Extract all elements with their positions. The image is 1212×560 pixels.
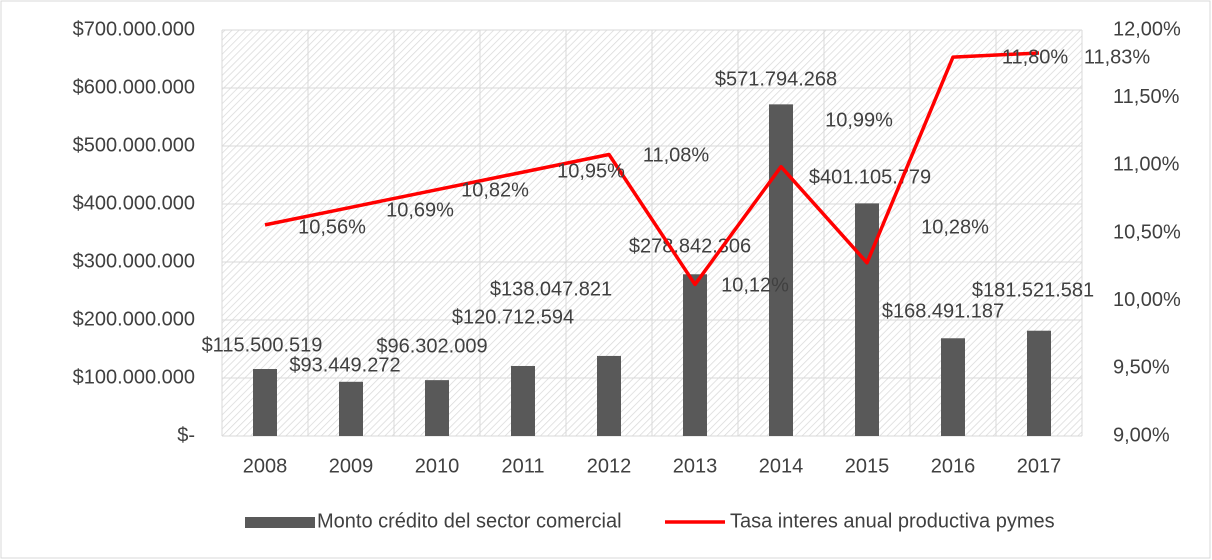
line-value-label: 10,82% [461, 179, 529, 201]
x-tick-label: 2011 [501, 455, 544, 477]
bar [425, 380, 449, 436]
y-tick-label: $100.000.000 [73, 366, 195, 388]
legend-swatch [245, 517, 315, 528]
bar [683, 274, 707, 436]
x-tick-label: 2009 [329, 455, 374, 477]
bar [511, 365, 535, 436]
y-tick-label: $700.000.000 [73, 18, 195, 40]
x-tick-label: 2017 [1017, 455, 1062, 477]
legend-label: Monto crédito del sector comercial [317, 510, 622, 532]
y2-tick-label: 11,50% [1113, 86, 1180, 108]
bar [941, 338, 965, 436]
bar-value-label: $278.842.306 [629, 235, 751, 257]
y-tick-label: $400.000.000 [73, 192, 195, 214]
line-value-label: 11,80% [1002, 46, 1069, 68]
y-tick-label: $500.000.000 [73, 134, 195, 156]
bar-value-label: $401.105.779 [809, 166, 931, 188]
y2-tick-label: 12,00% [1113, 18, 1181, 40]
line [264, 51, 1040, 287]
line-value-label: 11,83% [1084, 46, 1151, 68]
bar-value-label: $93.449.272 [289, 354, 400, 376]
x-tick-label: 2008 [243, 455, 288, 477]
y-tick-label: $200.000.000 [73, 308, 195, 330]
bar [1027, 330, 1051, 436]
legend-label: Tasa interes anual productiva pymes [730, 510, 1055, 532]
bar [339, 381, 363, 436]
x-tick-label: 2016 [931, 455, 976, 477]
x-tick-label: 2015 [845, 455, 890, 477]
bar-value-label: $138.047.821 [490, 278, 612, 300]
bar [253, 369, 277, 436]
x-tick-label: 2014 [759, 455, 804, 477]
x-tick-label: 2012 [587, 455, 632, 477]
bar-value-label: $168.491.187 [882, 300, 1004, 322]
bar-value-label: $120.712.594 [452, 306, 574, 328]
line-value-label: 11,08% [643, 144, 710, 166]
y-tick-label: $- [177, 424, 195, 446]
y2-tick-label: 9,50% [1113, 357, 1170, 379]
bar-value-label: $181.521.581 [972, 279, 1094, 301]
x-tick-label: 2010 [415, 455, 460, 477]
line-value-label: 10,56% [298, 216, 366, 238]
y2-tick-label: 10,50% [1113, 221, 1181, 243]
line-value-label: 10,95% [557, 160, 625, 182]
y2-tick-label: 11,00% [1113, 154, 1180, 176]
y2-tick-label: 9,00% [1113, 424, 1170, 446]
line-value-label: 10,99% [825, 109, 893, 131]
line-value-label: 10,12% [721, 274, 789, 296]
bar-value-label: $115.500.519 [202, 334, 323, 356]
bar-value-label: $571.794.268 [715, 68, 837, 90]
y2-tick-label: 10,00% [1113, 289, 1181, 311]
line-value-label: 10,69% [386, 199, 454, 221]
y-tick-label: $300.000.000 [73, 250, 195, 272]
bar [769, 104, 793, 437]
x-tick-label: 2013 [673, 455, 718, 477]
bar [597, 355, 621, 436]
y-tick-label: $600.000.000 [73, 76, 195, 98]
bar-value-label: $96.302.009 [376, 335, 487, 357]
line-value-label: 10,28% [921, 216, 989, 238]
